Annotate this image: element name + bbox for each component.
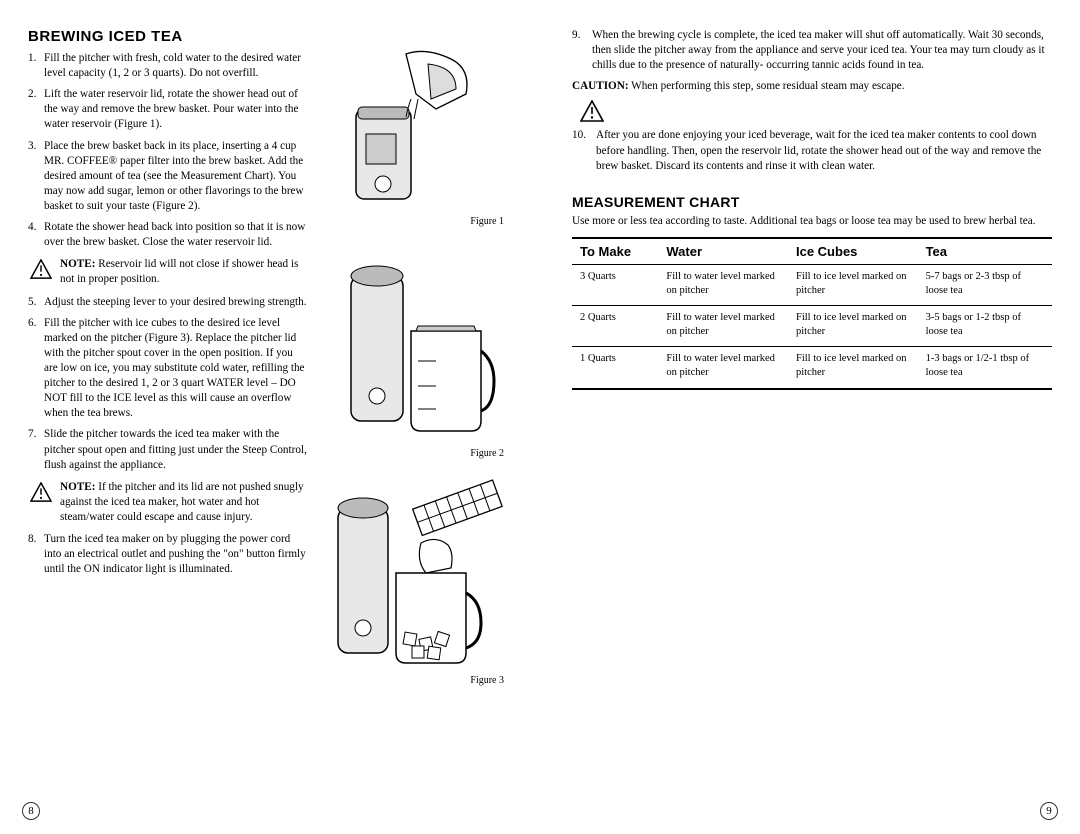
cell: 3-5 bags or 1-2 tbsp of loose tea [918, 306, 1052, 347]
step: When the brewing cycle is complete, the … [572, 28, 1052, 73]
table-row: 3 Quarts Fill to water level marked on p… [572, 264, 1052, 305]
figure-1-caption: Figure 1 [323, 216, 508, 227]
figure-2-illustration [336, 241, 496, 441]
figure-3-illustration [326, 473, 506, 668]
page-right: When the brewing cycle is complete, the … [540, 0, 1080, 834]
cell: Fill to water level marked on pitcher [658, 347, 788, 389]
figure-3: Figure 3 [323, 473, 508, 686]
figure-2-caption: Figure 2 [323, 448, 508, 459]
warning-icon [580, 100, 604, 122]
step: Slide the pitcher towards the iced tea m… [28, 427, 308, 472]
table-row: 1 Quarts Fill to water level marked on p… [572, 347, 1052, 389]
cell: 5-7 bags or 2-3 tbsp of loose tea [918, 264, 1052, 305]
step: Fill the pitcher with ice cubes to the d… [28, 316, 308, 422]
step: Fill the pitcher with fresh, cold water … [28, 51, 308, 81]
page-number-left: 8 [22, 802, 40, 820]
chart-intro: Use more or less tea according to taste.… [572, 214, 1052, 229]
cell: Fill to water level marked on pitcher [658, 264, 788, 305]
step: Adjust the steeping lever to your desire… [28, 295, 308, 310]
page-number-right: 9 [1040, 802, 1058, 820]
steps-list-right: When the brewing cycle is complete, the … [572, 28, 1052, 73]
note-text: If the pitcher and its lid are not pushe… [60, 481, 304, 523]
step: Turn the iced tea maker on by plugging t… [28, 532, 308, 577]
cell: 2 Quarts [572, 306, 658, 347]
note-label: NOTE: [60, 481, 95, 493]
step: Rotate the shower head back into positio… [28, 220, 308, 250]
caution-line: CAUTION: When performing this step, some… [572, 79, 1052, 94]
cell: Fill to water level marked on pitcher [658, 306, 788, 347]
measurement-table: To Make Water Ice Cubes Tea 3 Quarts Fil… [572, 237, 1052, 390]
note-label: NOTE: [60, 258, 95, 270]
col-water: Water [658, 238, 788, 265]
step: After you are done enjoying your iced be… [572, 128, 1052, 173]
cell: 1 Quarts [572, 347, 658, 389]
steps-list-1: Fill the pitcher with fresh, cold water … [28, 51, 308, 250]
steps-list-2: Adjust the steeping lever to your desire… [28, 295, 308, 473]
note-2: NOTE: If the pitcher and its lid are not… [28, 480, 308, 525]
figures-column: Figure 1 Figure 2 [323, 39, 508, 700]
cell: 3 Quarts [572, 264, 658, 305]
steps-list-right-2: After you are done enjoying your iced be… [572, 128, 1052, 173]
table-header-row: To Make Water Ice Cubes Tea [572, 238, 1052, 265]
col-tea: Tea [918, 238, 1052, 265]
figure-3-caption: Figure 3 [323, 675, 508, 686]
note-text: Reservoir lid will not close if shower h… [60, 258, 298, 285]
step: Place the brew basket back in its place,… [28, 139, 308, 215]
table-row: 2 Quarts Fill to water level marked on p… [572, 306, 1052, 347]
note-1: NOTE: Reservoir lid will not close if sh… [28, 257, 308, 287]
col-ice-cubes: Ice Cubes [788, 238, 918, 265]
caution-label: CAUTION: [572, 80, 629, 92]
warning-icon [30, 482, 52, 502]
caution-text: When performing this step, some residual… [629, 80, 905, 92]
figure-1-illustration [336, 39, 496, 209]
warning-icon [30, 259, 52, 279]
cell: Fill to ice level marked on pitcher [788, 347, 918, 389]
steps-list-3: Turn the iced tea maker on by plugging t… [28, 532, 308, 577]
instructions-column: Fill the pitcher with fresh, cold water … [28, 51, 308, 583]
col-to-make: To Make [572, 238, 658, 265]
cell: Fill to ice level marked on pitcher [788, 306, 918, 347]
step: Lift the water reservoir lid, rotate the… [28, 87, 308, 132]
heading-measurement: MEASUREMENT CHART [572, 194, 1052, 210]
figure-1: Figure 1 [323, 39, 508, 227]
page-left: BREWING ICED TEA Fill the pitcher with f… [0, 0, 540, 834]
figure-2: Figure 2 [323, 241, 508, 459]
cell: 1-3 bags or 1/2-1 tbsp of loose tea [918, 347, 1052, 389]
cell: Fill to ice level marked on pitcher [788, 264, 918, 305]
